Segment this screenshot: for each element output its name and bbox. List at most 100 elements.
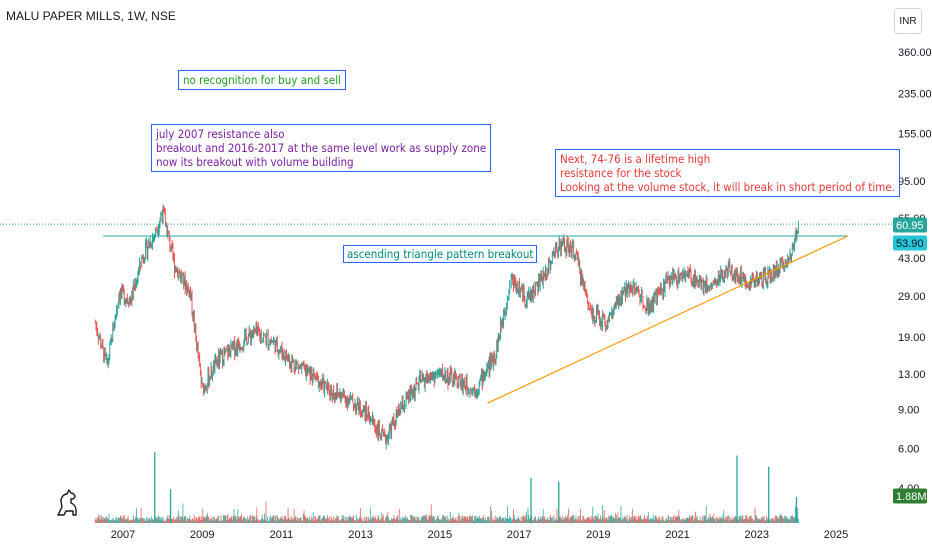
volume-bar (258, 520, 260, 523)
volume-bar (309, 520, 311, 523)
volume-bar (344, 516, 346, 523)
volume-bar (438, 518, 440, 523)
currency-button[interactable]: INR (894, 8, 922, 34)
volume-bar (487, 516, 489, 523)
volume-bar (217, 516, 219, 523)
volume-bar (455, 517, 457, 523)
volume-bar (286, 519, 287, 523)
volume-bar (311, 518, 313, 523)
volume-bar (116, 520, 118, 523)
volume-bar (626, 515, 628, 523)
volume-bar (772, 519, 774, 523)
volume-bar (192, 518, 194, 523)
volume-bar (679, 519, 681, 523)
volume-bar (493, 520, 495, 523)
volume-bar (618, 517, 620, 523)
volume-bar (104, 518, 105, 523)
volume-bar (758, 518, 760, 523)
volume-bar (536, 519, 538, 523)
note-no-recognition[interactable]: no recognition for buy and sell (178, 70, 346, 90)
volume-bar (576, 519, 578, 523)
volume-bar (350, 516, 351, 523)
volume-bar (644, 515, 645, 523)
volume-bar (199, 516, 201, 523)
volume-bar (447, 520, 449, 523)
volume-bar (448, 518, 450, 523)
volume-bar (308, 516, 310, 523)
volume-bar (492, 517, 494, 523)
volume-bar (292, 517, 294, 523)
note-next-resistance[interactable]: Next, 74-76 is a lifetime high resistanc… (555, 149, 900, 197)
volume-bar (241, 513, 243, 523)
volume-bar (754, 507, 756, 523)
volume-bar (612, 517, 614, 523)
time-axis[interactable]: 2007 2009 2011 2013 2015 2017 2019 2021 2023 2025 (111, 529, 848, 541)
volume-bar (703, 515, 705, 523)
volume-bar (128, 519, 130, 523)
volume-bar (362, 520, 364, 523)
volume-bar (557, 519, 559, 523)
volume-bar (556, 508, 558, 523)
volume-bar (635, 519, 637, 523)
volume-bar (394, 517, 396, 523)
volume-bar (571, 515, 573, 523)
note-pattern[interactable]: ascending triangle pattern breakout (343, 245, 538, 263)
volume-bar (361, 519, 363, 523)
volume-bar (288, 517, 290, 523)
volume-bar (539, 517, 541, 523)
volume-bar (181, 516, 183, 523)
volume-bar (441, 519, 443, 523)
volume-bar (649, 518, 651, 523)
volume-bar (113, 518, 115, 523)
note-july-2007[interactable]: july 2007 resistance also breakout and 2… (151, 124, 492, 172)
volume-bar (561, 515, 563, 523)
volume-bar (245, 518, 247, 523)
volume-bar (430, 504, 432, 523)
volume-bar (548, 519, 550, 523)
volume-bar (712, 517, 714, 523)
volume-bar (189, 515, 191, 523)
volume-bar (781, 516, 783, 523)
volume-bar (429, 514, 431, 523)
volume-bar (111, 520, 113, 523)
volume-bar (322, 515, 324, 523)
volume-bar (155, 518, 157, 523)
volume-bar (537, 519, 539, 523)
volume-bar (644, 519, 646, 523)
volume-bar (689, 518, 691, 523)
volume-bar (334, 520, 335, 523)
volume-bar (629, 517, 631, 523)
volume-bar (496, 516, 498, 523)
volume-bar (484, 520, 486, 523)
volume-bar (785, 517, 787, 523)
volume-bar (477, 517, 479, 523)
volume-bar (580, 509, 582, 523)
price-axis[interactable]: 360.00235.00155.0095.0065.0043.0029.0019… (898, 47, 932, 495)
volume-bar (747, 516, 749, 523)
volume-bar (727, 515, 729, 523)
volume-bar (329, 516, 331, 523)
volume-bar (702, 520, 704, 523)
volume-bar (460, 515, 462, 523)
volume-bar (263, 513, 265, 523)
volume-bar (454, 519, 456, 523)
volume-bar (479, 518, 481, 523)
ascending-trendline[interactable] (487, 235, 849, 404)
volume-bar (379, 518, 381, 523)
volume-bar (589, 517, 591, 523)
volume-bar (382, 514, 384, 523)
volume-bar (746, 518, 748, 523)
volume-bar (513, 515, 515, 523)
volume-bar (182, 503, 184, 523)
volume-bar (279, 519, 281, 523)
volume-bar (437, 515, 439, 523)
tradingview-dino-logo[interactable] (54, 487, 80, 517)
volume-bar (241, 519, 243, 523)
volume-bar (692, 515, 693, 523)
volume-bar (673, 515, 674, 523)
volume-bar (292, 520, 294, 523)
volume-bar (748, 519, 750, 523)
resistance-price-value: 53.90 (896, 238, 924, 250)
volume-bar (508, 518, 510, 523)
